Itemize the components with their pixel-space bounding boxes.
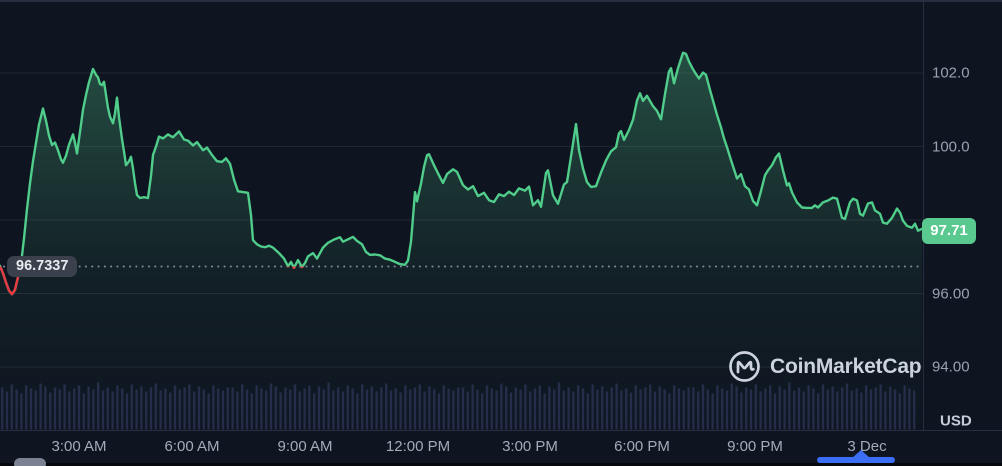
x-axis-tick-label: 12:00 PM bbox=[385, 438, 451, 455]
watermark: CoinMarketCap bbox=[728, 350, 922, 383]
x-axis-tick-label: 6:00 PM bbox=[614, 438, 670, 455]
scrollbar-thumb[interactable] bbox=[817, 457, 895, 463]
x-axis-tick-label: 9:00 AM bbox=[277, 438, 333, 455]
price-area-fill bbox=[0, 52, 922, 431]
chart-top-border bbox=[0, 0, 1002, 2]
y-axis-tick-label: 96.00 bbox=[932, 285, 970, 302]
y-axis-unit-label: USD bbox=[940, 412, 972, 430]
watermark-text: CoinMarketCap bbox=[770, 354, 922, 378]
price-line bbox=[0, 51, 924, 296]
bottom-strip bbox=[0, 463, 1002, 466]
scrollbar-left-handle[interactable] bbox=[14, 458, 46, 466]
x-axis-tick-label: 9:00 PM bbox=[727, 438, 783, 455]
y-axis-tick-label: 100.0 bbox=[932, 138, 970, 155]
y-axis-tick-label: 102.0 bbox=[932, 64, 970, 82]
y-axis-tick-label: 94.00 bbox=[932, 358, 970, 376]
last-price-badge: 97.71 bbox=[922, 217, 976, 244]
open-price-label: 96.7337 bbox=[7, 256, 78, 277]
coinmarketcap-logo-icon bbox=[729, 351, 760, 382]
x-axis-tick-label: 3:00 PM bbox=[502, 438, 558, 455]
x-axis-tick-label: 3:00 AM bbox=[51, 438, 107, 455]
scrollbar-up-arrow-icon[interactable] bbox=[852, 450, 870, 458]
x-axis-tick-label: 6:00 AM bbox=[164, 438, 220, 455]
